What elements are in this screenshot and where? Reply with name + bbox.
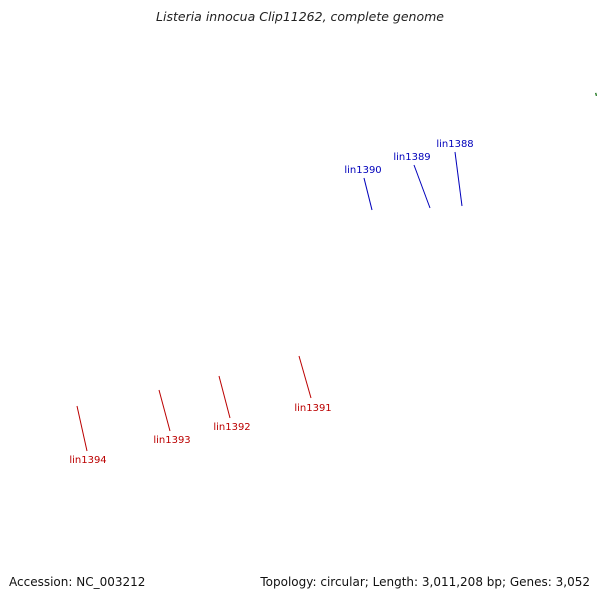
gene-labels: lin1388 lin1389 lin1390 lin1391 lin1392 lin13…	[69, 139, 473, 466]
lin1393-leader-line	[158, 389, 171, 432]
lin1394-leader-line	[76, 405, 88, 452]
inner-tick-ring	[595, 92, 597, 97]
lin1389-label: lin1389	[393, 152, 430, 163]
lin1391-leader-line	[298, 355, 312, 399]
lin1389-leader-line	[413, 164, 431, 209]
map-title: Listeria innocua Clip11262, complete gen…	[156, 9, 444, 24]
lin1392-leader-line	[218, 375, 231, 419]
lin1394-label: lin1394	[69, 455, 106, 466]
outer-minor-tick	[595, 92, 597, 97]
lin1390-label: lin1390	[344, 165, 381, 176]
lin1392-label: lin1392	[213, 422, 250, 433]
lin1393-label: lin1393	[153, 435, 190, 446]
accession-text: Accession: NC_003212	[9, 575, 146, 589]
lin1390-leader-line	[363, 177, 373, 211]
lin1388-leader-line	[454, 151, 463, 207]
lin1391-label: lin1391	[294, 403, 331, 414]
topology-text: Topology: circular; Length: 3,011,208 bp…	[260, 575, 590, 589]
lin1388-label: lin1388	[436, 139, 473, 150]
